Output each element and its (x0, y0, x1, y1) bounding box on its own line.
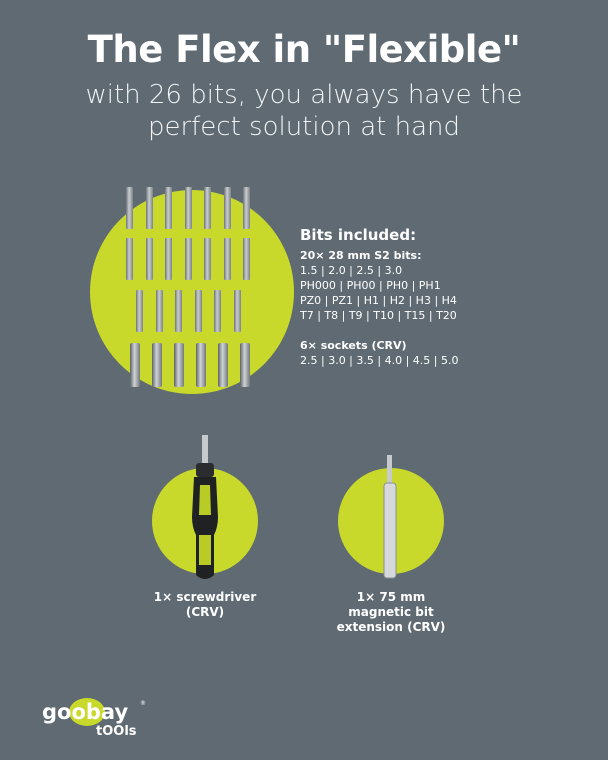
bits-line: T7 | T8 | T9 | T10 | T15 | T20 (300, 309, 457, 322)
bit-extension-icon (383, 455, 397, 579)
bit (165, 238, 172, 280)
bits-line: 1.5 | 2.0 | 2.5 | 3.0 (300, 264, 403, 277)
bit (223, 238, 231, 280)
bit (175, 290, 182, 332)
socket (152, 343, 162, 387)
subtitle-line-1: with 26 bits, you always have the (85, 80, 523, 110)
extension-caption: 1× 75 mm magnetic bit extension (CRV) (316, 590, 466, 635)
bit (204, 238, 211, 280)
bits-heading: Bits included: (300, 226, 417, 244)
bit (126, 187, 133, 229)
sockets-line: 2.5 | 3.0 | 3.5 | 4.0 | 4.5 | 5.0 (300, 354, 459, 367)
svg-text:tOOls: tOOls (96, 724, 137, 739)
bit (194, 290, 202, 332)
bit (233, 290, 241, 332)
screwdriver-icon (192, 435, 218, 579)
subtitle-line-2: perfect solution at hand (147, 112, 461, 142)
bit (243, 238, 250, 280)
svg-text:goobay: goobay (42, 700, 128, 724)
bits-spec-list: Bits included: 20× 28 mm S2 bits: 1.5 | … (300, 228, 458, 368)
bit (165, 187, 172, 229)
socket (174, 343, 184, 387)
bit (126, 238, 133, 280)
socket (218, 343, 228, 387)
caption-line: extension (CRV) (336, 620, 446, 634)
socket (130, 343, 140, 387)
screwdriver-caption: 1× screwdriver (CRV) (130, 590, 280, 620)
bits-line: PH000 | PH00 | PH0 | PH1 (300, 279, 441, 292)
bits-title: 20× 28 mm S2 bits: (300, 249, 422, 262)
sockets-title: 6× sockets (CRV) (300, 339, 407, 352)
caption-line: 1× 75 mm (356, 590, 426, 604)
bit (145, 238, 153, 280)
caption-line: magnetic bit (348, 605, 434, 619)
bit (155, 290, 163, 332)
caption-line: (CRV) (185, 605, 225, 619)
bits-line: PZ0 | PZ1 | H1 | H2 | H3 | H4 (300, 294, 457, 307)
bits-circle (90, 190, 294, 394)
bit (223, 187, 231, 229)
page-title: The Flex in "Flexible" (87, 28, 521, 71)
bit (204, 187, 211, 229)
bit (243, 187, 250, 229)
bit (136, 290, 143, 332)
socket (240, 343, 250, 387)
bit (184, 187, 192, 229)
svg-text:®: ® (140, 700, 146, 707)
goobay-tools-logo: goobay ® tOOls (42, 695, 152, 744)
bit (184, 238, 192, 280)
bit (214, 290, 221, 332)
socket (196, 343, 206, 387)
caption-line: 1× screwdriver (153, 590, 257, 604)
bit (145, 187, 153, 229)
